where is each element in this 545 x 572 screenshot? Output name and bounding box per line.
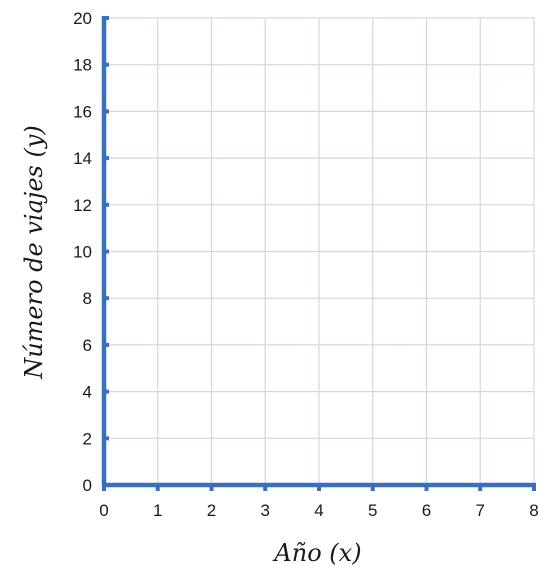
x-tick-label-2: 2 — [207, 501, 216, 520]
x-tick-3 — [263, 487, 268, 491]
x-tick-7 — [478, 487, 483, 491]
grid-lines — [104, 17, 535, 485]
x-tick-label-4: 4 — [314, 501, 323, 520]
y-tick-label-20: 20 — [73, 9, 92, 28]
x-tick-5 — [370, 487, 375, 491]
y-tick-18 — [105, 62, 109, 67]
y-tick-label-18: 18 — [73, 56, 92, 75]
y-tick-20 — [105, 16, 109, 20]
x-tick-8 — [532, 487, 536, 491]
y-tick-label-12: 12 — [73, 196, 92, 215]
x-tick-0 — [102, 487, 106, 491]
y-tick-label-6: 6 — [83, 336, 92, 355]
x-tick-label-8: 8 — [529, 501, 538, 520]
x-tick-4 — [317, 487, 321, 491]
y-tick-4 — [105, 389, 109, 394]
x-tick-label-1: 1 — [153, 501, 162, 520]
x-tick-6 — [424, 487, 429, 491]
axes — [101, 16, 536, 488]
y-axis-title: Número de viajes (y) — [20, 125, 48, 380]
x-tick-label-0: 0 — [99, 501, 108, 520]
y-tick-labels: 0 2 4 6 8 10 12 14 16 18 20 — [73, 9, 92, 495]
y-tick-0 — [105, 483, 109, 487]
y-tick-label-0: 0 — [83, 476, 92, 495]
y-tick-12 — [105, 202, 109, 207]
y-tick-label-16: 16 — [73, 102, 92, 121]
x-tick-1 — [155, 487, 160, 491]
y-tick-2 — [105, 436, 109, 441]
y-tick-8 — [105, 296, 109, 301]
y-tick-label-10: 10 — [73, 243, 92, 262]
x-tick-label-6: 6 — [422, 501, 431, 520]
x-tick-labels: 0 1 2 3 4 5 6 7 8 — [99, 501, 538, 520]
y-tick-label-14: 14 — [73, 149, 92, 168]
y-tick-label-2: 2 — [83, 429, 92, 448]
y-tick-label-8: 8 — [83, 289, 92, 308]
tick-marks — [102, 16, 536, 491]
x-tick-label-3: 3 — [261, 501, 270, 520]
y-tick-label-4: 4 — [83, 383, 92, 402]
x-tick-label-7: 7 — [476, 501, 485, 520]
x-axis-title: Año (x) — [272, 539, 361, 567]
y-tick-16 — [105, 109, 109, 114]
y-tick-6 — [105, 342, 109, 347]
y-tick-14 — [105, 156, 109, 161]
y-tick-10 — [105, 249, 109, 254]
x-tick-2 — [209, 487, 214, 491]
x-tick-label-5: 5 — [368, 501, 377, 520]
